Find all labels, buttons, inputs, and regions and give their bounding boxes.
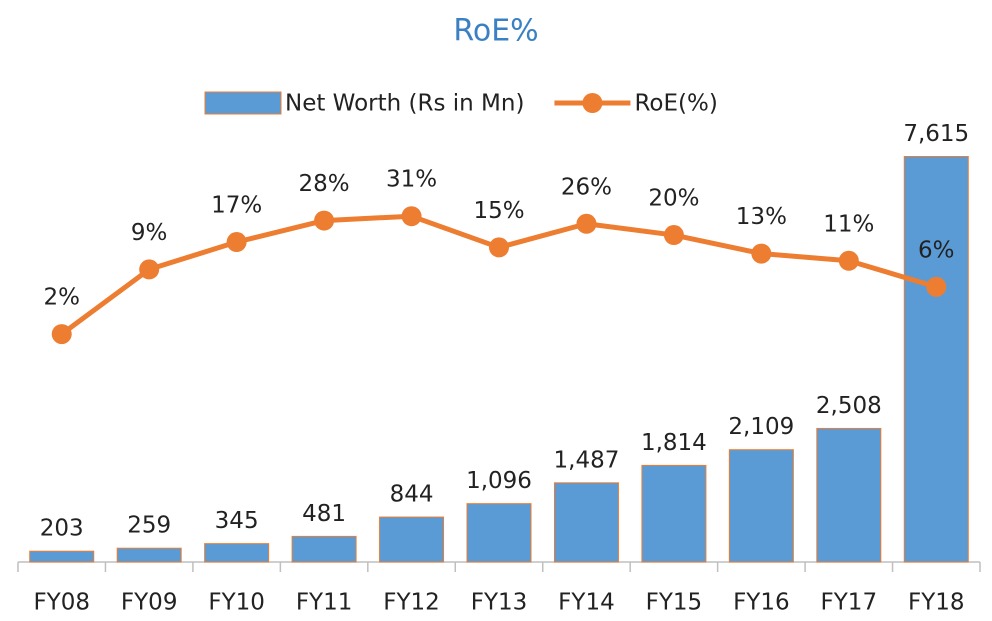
bar-value-label: 259: [127, 513, 171, 539]
x-tick-label: FY17: [821, 590, 878, 616]
x-tick-label: FY09: [121, 590, 178, 616]
line-marker: [926, 276, 947, 297]
line-marker: [314, 210, 335, 231]
line-value-label: 20%: [648, 186, 699, 212]
line-marker: [139, 259, 160, 280]
x-tick-label: FY18: [908, 590, 965, 616]
x-tick-label: FY16: [733, 590, 790, 616]
bar-value-label: 1,487: [554, 447, 620, 473]
line-value-label: 28%: [299, 171, 350, 197]
bar: [641, 464, 707, 563]
x-tick-label: FY15: [646, 590, 703, 616]
line-marker: [838, 250, 859, 271]
legend-label: Net Worth (Rs in Mn): [285, 91, 524, 117]
line-value-label: 15%: [473, 198, 524, 224]
bar-value-label: 1,814: [641, 430, 707, 456]
bar: [116, 547, 182, 563]
x-tick-label: FY12: [383, 590, 440, 616]
bar-value-label: 2,508: [816, 393, 882, 419]
bar-value-label: 345: [215, 508, 259, 534]
bar-value-label: 1,096: [466, 468, 532, 494]
legend-swatch-marker: [582, 93, 603, 113]
legend-swatch: [204, 91, 282, 115]
bar: [816, 427, 882, 563]
line-marker: [489, 237, 509, 258]
bar-value-label: 844: [390, 482, 434, 508]
line-value-label: 26%: [561, 174, 612, 200]
bar-value-label: 481: [302, 501, 346, 527]
bar: [728, 449, 794, 563]
line-value-label: 13%: [736, 204, 787, 230]
bar-value-label: 203: [40, 516, 84, 542]
bar: [553, 482, 619, 563]
line-marker: [226, 232, 247, 253]
legend-label: RoE(%): [634, 91, 717, 117]
line-marker: [51, 324, 72, 345]
line-marker: [751, 243, 772, 264]
bar: [466, 503, 532, 563]
x-tick-label: FY14: [558, 590, 615, 616]
x-tick-label: FY10: [208, 590, 265, 616]
line-marker: [663, 225, 684, 246]
line-value-label: 11%: [823, 211, 874, 237]
x-tick-label: FY13: [471, 590, 528, 616]
bar: [291, 535, 357, 563]
bar: [204, 543, 270, 563]
bar: [379, 516, 445, 563]
bar-value-label: 7,615: [903, 121, 969, 147]
x-tick-label: FY11: [296, 590, 353, 616]
line-value-label: 17%: [211, 193, 262, 219]
line-value-label: 9%: [131, 220, 168, 246]
bar: [903, 156, 969, 563]
bar: [29, 550, 95, 563]
line-value-label: 31%: [386, 167, 437, 193]
line: [60, 213, 937, 337]
chart-title: RoE%: [453, 14, 538, 49]
line-marker: [401, 206, 422, 227]
line-marker: [576, 213, 597, 234]
line-value-label: 6%: [918, 237, 955, 263]
line-value-label: 2%: [43, 285, 80, 311]
x-tick-label: FY08: [33, 590, 90, 616]
bar-value-label: 2,109: [728, 414, 794, 440]
